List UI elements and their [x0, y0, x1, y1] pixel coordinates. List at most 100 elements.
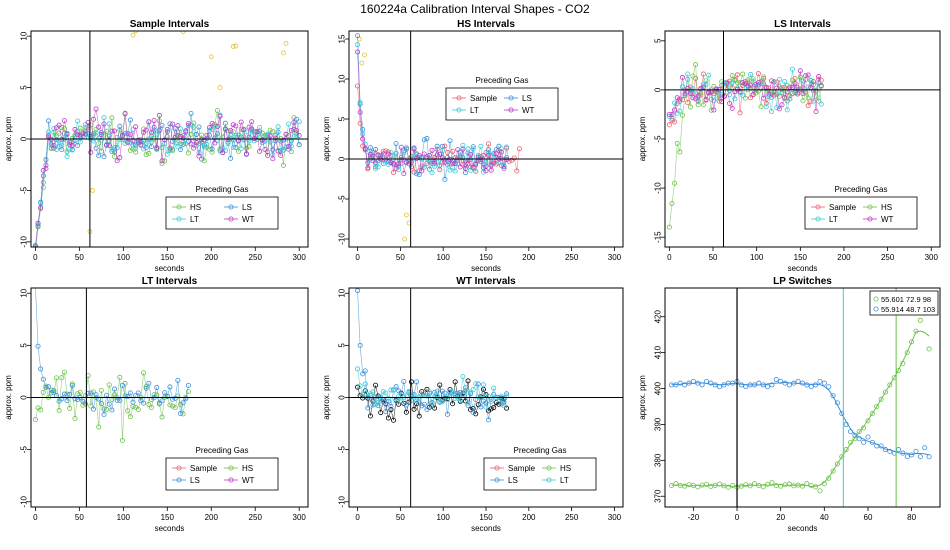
data-point [700, 71, 706, 77]
data-point [373, 146, 379, 152]
data-point [504, 144, 510, 150]
data-point [385, 415, 391, 421]
data-point [447, 138, 453, 144]
data-point [693, 62, 699, 68]
data-point [54, 146, 60, 152]
data-point [434, 143, 440, 149]
legend: Preceding Gas Sample HS LS LT [483, 446, 597, 491]
y-tick-label: -10 [19, 236, 28, 248]
data-point [262, 146, 268, 152]
panel-title: LP Switches [773, 276, 832, 287]
data-point [740, 71, 746, 77]
data-point [711, 107, 717, 113]
data-point [693, 96, 699, 102]
data-point [365, 394, 371, 400]
x-tick-label: 100 [437, 253, 451, 262]
data-point [913, 328, 919, 334]
data-point [357, 383, 363, 389]
data-point [786, 382, 792, 388]
data-point [191, 124, 197, 130]
data-point [143, 141, 149, 147]
chart-panel: Sample Intervals 0 50 100 150 200 250 300 -10 -5 0… [4, 2, 309, 273]
data-point [365, 405, 371, 411]
data-point [233, 144, 239, 150]
data-point [769, 78, 775, 84]
data-point [416, 394, 422, 400]
data-point [452, 168, 458, 174]
data-point [143, 152, 149, 158]
data-point [48, 145, 54, 151]
data-point [119, 382, 125, 388]
y-tick-label: 390 [653, 417, 662, 431]
data-point [209, 120, 215, 126]
data-point [288, 149, 294, 155]
data-point [117, 155, 123, 161]
data-point [185, 389, 191, 395]
data-point [465, 378, 471, 384]
legend-label: HS [881, 203, 892, 212]
data-point [360, 391, 366, 397]
data-point [90, 406, 96, 412]
data-point [698, 85, 704, 91]
data-point [291, 119, 297, 125]
data-point [228, 128, 234, 134]
data-point [700, 81, 706, 87]
data-point [810, 98, 816, 104]
data-point [46, 384, 52, 390]
data-point [450, 148, 456, 154]
data-point [761, 80, 767, 86]
legend-title: Preceding Gas [514, 446, 567, 455]
data-point [135, 390, 141, 396]
data-point [442, 176, 448, 182]
data-point [199, 137, 205, 143]
data-point [272, 135, 278, 141]
data-point [703, 96, 709, 102]
legend-label: LS [190, 476, 200, 485]
data-point [151, 118, 157, 124]
data-point [444, 149, 450, 155]
data-point [703, 81, 709, 87]
data-point [486, 150, 492, 156]
data-point [184, 2, 188, 6]
data-point [164, 126, 170, 132]
data-point [813, 93, 819, 99]
data-point [141, 146, 147, 152]
data-point [393, 398, 399, 404]
data-point [818, 82, 824, 88]
data-point [355, 49, 361, 55]
x-tick-label: 200 [837, 253, 851, 262]
plot-area [355, 288, 510, 423]
data-point [212, 140, 218, 146]
data-point [776, 93, 782, 99]
data-point [442, 390, 448, 396]
data-point [703, 378, 709, 384]
data-point [175, 377, 181, 383]
data-point [414, 398, 420, 404]
plot-area [666, 62, 824, 230]
data-point [54, 133, 60, 139]
data-point [483, 404, 489, 410]
data-point [96, 424, 102, 430]
data-point [677, 96, 683, 102]
legend-label: 55.914 48.7 103 [881, 305, 935, 314]
data-point [138, 397, 144, 403]
data-point [230, 144, 236, 150]
data-point [257, 124, 263, 130]
series-LS [35, 288, 191, 417]
data-point [450, 389, 456, 395]
data-point [821, 380, 827, 386]
x-tick-label: 150 [794, 253, 808, 262]
data-point [791, 483, 797, 489]
legend-swatch [508, 107, 514, 113]
data-point [148, 133, 154, 139]
data-point [64, 153, 70, 159]
data-point [808, 384, 814, 390]
data-point [839, 411, 845, 417]
data-point [141, 400, 147, 406]
data-point [241, 127, 247, 133]
data-point [402, 236, 408, 242]
data-point [143, 385, 149, 391]
y-tick-label: 5 [337, 343, 346, 348]
data-point [486, 152, 492, 158]
data-point [355, 384, 361, 390]
